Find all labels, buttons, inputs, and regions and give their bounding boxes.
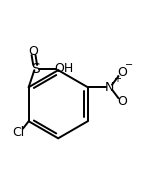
Text: N: N [105,81,114,94]
Text: S: S [31,62,40,76]
Text: O: O [29,45,38,58]
Text: OH: OH [54,62,73,75]
Text: Cl: Cl [12,126,24,139]
Text: +: + [113,74,121,84]
Text: O: O [117,95,127,108]
Text: O: O [117,66,127,79]
Text: −: − [125,60,133,70]
